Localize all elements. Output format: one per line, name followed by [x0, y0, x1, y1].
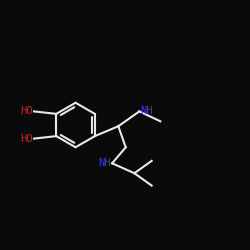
- Text: HO: HO: [20, 106, 33, 117]
- Text: NH: NH: [98, 158, 111, 168]
- Text: NH: NH: [140, 106, 153, 117]
- Text: HO: HO: [20, 134, 33, 143]
